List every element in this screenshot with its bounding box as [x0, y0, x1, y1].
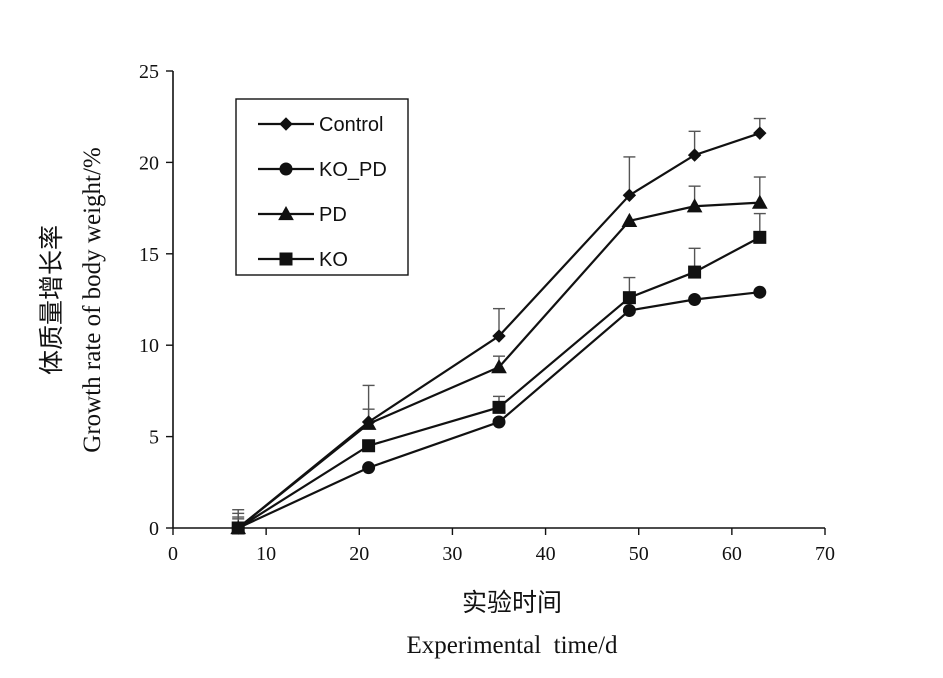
point-pd — [751, 194, 768, 209]
x-axis-title-cn: 实验时间 — [462, 589, 562, 617]
series-line-control — [237, 132, 761, 529]
series-lines — [237, 132, 761, 529]
y-tick-label: 10 — [139, 335, 159, 357]
legend-marker-pd — [278, 205, 294, 221]
y-tick-label: 25 — [139, 61, 159, 83]
point-ko — [231, 521, 245, 535]
legend-label-ko-pd: KO_PD — [319, 159, 387, 181]
point-ko-pd — [688, 293, 702, 306]
point-pd — [360, 415, 377, 430]
point-control — [492, 329, 506, 343]
series-line-ko — [237, 236, 761, 529]
y-axis-title-en: Growth rate of body weight/% — [79, 147, 106, 452]
point-control — [622, 188, 637, 203]
point-ko-pd — [622, 303, 636, 317]
legend-label-control: Control — [319, 114, 383, 136]
point-control — [687, 148, 702, 162]
x-tick-label: 10 — [256, 543, 276, 565]
x-tick-label: 20 — [349, 543, 369, 565]
series-line-ko-pd — [237, 291, 760, 529]
point-ko — [622, 291, 636, 305]
point-ko — [362, 439, 376, 453]
x-tick-label: 70 — [815, 543, 835, 565]
legend-label-ko: KO — [319, 249, 348, 271]
series-markers — [230, 126, 768, 535]
point-ko — [753, 230, 767, 244]
point-ko-pd — [753, 285, 767, 299]
x-tick-label: 0 — [168, 543, 178, 565]
y-axis-title-cn: 体质量增长率 — [38, 225, 66, 375]
axes: 0 5 10 15 20 25 0 10 20 30 40 50 60 70 — [139, 61, 835, 565]
x-tick-label: 40 — [536, 543, 556, 565]
point-ko-pd — [362, 461, 376, 475]
legend: Control KO_PD PD KO — [235, 98, 409, 276]
point-pd — [621, 212, 638, 227]
point-ko — [492, 400, 506, 414]
point-pd — [491, 359, 507, 374]
point-pd — [686, 198, 703, 213]
x-tick-label: 50 — [629, 543, 649, 565]
x-tick-label: 60 — [722, 543, 742, 565]
point-control — [753, 126, 767, 140]
y-tick-label: 20 — [139, 152, 159, 174]
legend-marker-ko-pd — [279, 162, 293, 176]
x-axis-title-en: Experimental time/d — [406, 632, 618, 659]
legend-box — [235, 98, 409, 276]
legend-marker-ko — [279, 252, 293, 266]
y-tick-label: 15 — [139, 244, 159, 266]
legend-label-pd: PD — [319, 204, 347, 226]
legend-marker-control — [279, 117, 293, 131]
y-tick-label: 5 — [149, 427, 159, 449]
point-ko — [688, 265, 702, 279]
y-tick-label: 0 — [149, 518, 159, 540]
series-line-pd — [237, 201, 760, 529]
point-ko-pd — [492, 415, 506, 429]
x-tick-label: 30 — [442, 543, 462, 565]
